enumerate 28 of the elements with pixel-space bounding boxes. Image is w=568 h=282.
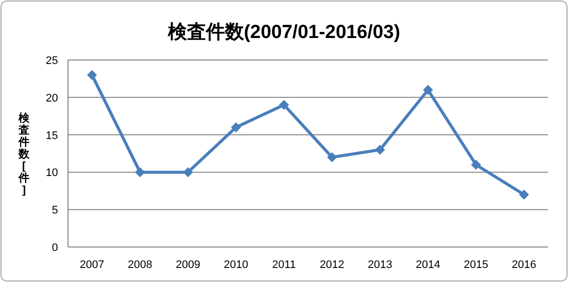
point bbox=[423, 84, 433, 95]
point bbox=[87, 70, 97, 80]
point bbox=[231, 122, 241, 132]
x-tick-label: 2012 bbox=[320, 259, 344, 271]
point bbox=[471, 160, 481, 170]
y-axis-title: 検査件数[件] bbox=[18, 112, 30, 196]
y-tick-label: 20 bbox=[46, 92, 58, 104]
point bbox=[183, 167, 193, 178]
point bbox=[375, 144, 385, 155]
x-tick-label: 2015 bbox=[464, 259, 488, 271]
point bbox=[135, 167, 145, 178]
y-tick-label: 0 bbox=[52, 242, 58, 254]
y-tick-label: 25 bbox=[46, 55, 58, 67]
x-tick-label: 2011 bbox=[272, 259, 296, 271]
y-tick-label: 5 bbox=[52, 204, 58, 217]
point bbox=[519, 190, 529, 200]
x-tick-label: 2013 bbox=[368, 259, 392, 271]
x-tick-label: 2007 bbox=[80, 259, 104, 271]
x-tick-label: 2010 bbox=[224, 259, 248, 271]
point bbox=[279, 100, 289, 110]
chart-title: 検査件数(2007/01-2016/03) bbox=[166, 22, 400, 43]
x-tick-label: 2014 bbox=[416, 259, 440, 271]
x-tick-label: 2008 bbox=[128, 259, 152, 271]
y-tick-label: 15 bbox=[46, 130, 58, 142]
x-tick-label: 2009 bbox=[176, 259, 200, 271]
x-tick-label: 2016 bbox=[512, 259, 536, 271]
y-tick-label: 10 bbox=[46, 167, 58, 180]
point bbox=[327, 152, 337, 162]
